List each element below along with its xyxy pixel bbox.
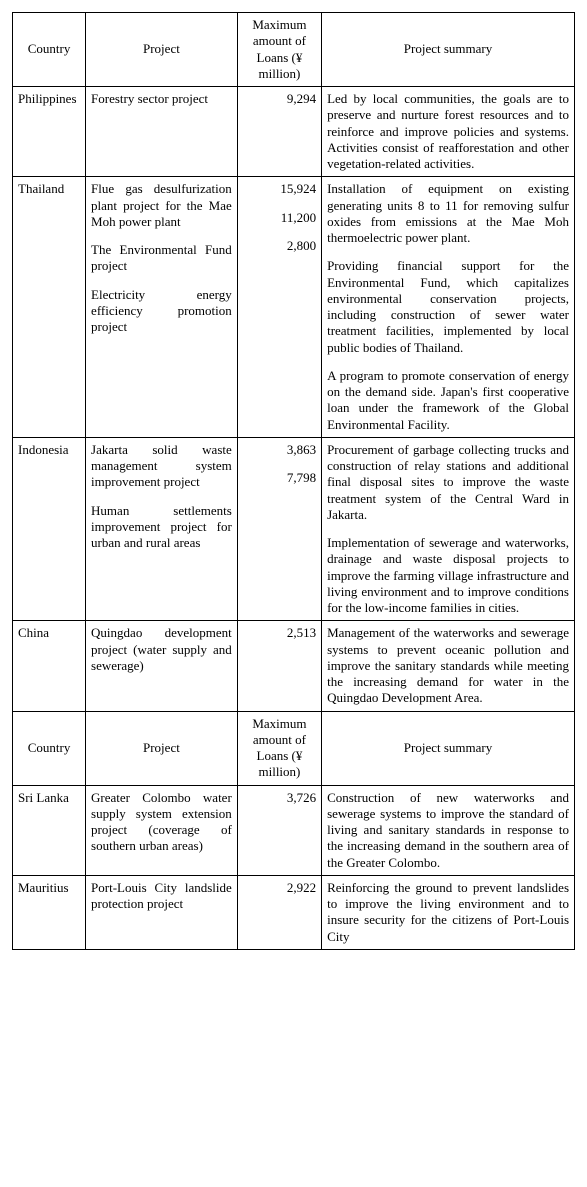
project-cell: Forestry sector project [86,87,238,177]
project-cell: Port-Louis City landslide protection pro… [86,875,238,949]
summary-cell: Procurement of garbage collecting trucks… [322,437,575,621]
country-cell: Thailand [13,177,86,438]
header-project: Project [86,13,238,87]
amount-cell: 9,294 [237,87,321,177]
summary-cell: Led by local communities, the goals are … [322,87,575,177]
amount-item: 2,800 [243,238,316,254]
country-cell: Indonesia [13,437,86,621]
header-summary: Project summary [322,711,575,785]
amount-cell: 15,924 11,200 2,800 [237,177,321,438]
project-item: Jakarta solid waste management system im… [91,442,232,491]
project-cell: Jakarta solid waste management system im… [86,437,238,621]
header-amount: Maximum amount of Loans (¥ million) [237,711,321,785]
project-cell: Greater Colombo water supply system exte… [86,785,238,875]
amount-item: 3,863 [243,442,316,458]
header-amount: Maximum amount of Loans (¥ million) [237,13,321,87]
summary-item: Implementation of sewerage and waterwork… [327,535,569,616]
summary-cell: Construction of new waterworks and sewer… [322,785,575,875]
project-item: The Environmental Fund project [91,242,232,275]
country-cell: Mauritius [13,875,86,949]
project-item: Human settlements improvement project fo… [91,503,232,552]
summary-cell: Reinforcing the ground to prevent landsl… [322,875,575,949]
summary-cell: Installation of equipment on existing ge… [322,177,575,438]
summary-cell: Management of the waterworks and sewerag… [322,621,575,711]
amount-cell: 2,513 [237,621,321,711]
project-item: Flue gas desulfurization plant project f… [91,181,232,230]
amount-item: 11,200 [243,210,316,226]
country-cell: Sri Lanka [13,785,86,875]
summary-item: A program to promote conservation of ene… [327,368,569,433]
amount-cell: 3,726 [237,785,321,875]
summary-item: Providing financial support for the Envi… [327,258,569,356]
header-project: Project [86,711,238,785]
project-cell: Quingdao development project (water supp… [86,621,238,711]
loans-table: CountryProjectMaximum amount of Loans (¥… [12,12,575,950]
amount-item: 7,798 [243,470,316,486]
country-cell: China [13,621,86,711]
project-item: Electricity energy efficiency promotion … [91,287,232,336]
header-country: Country [13,711,86,785]
summary-item: Procurement of garbage collecting trucks… [327,442,569,523]
summary-item: Installation of equipment on existing ge… [327,181,569,246]
amount-item: 15,924 [243,181,316,197]
project-cell: Flue gas desulfurization plant project f… [86,177,238,438]
header-country: Country [13,13,86,87]
country-cell: Philippines [13,87,86,177]
amount-cell: 3,863 7,798 [237,437,321,621]
header-summary: Project summary [322,13,575,87]
amount-cell: 2,922 [237,875,321,949]
